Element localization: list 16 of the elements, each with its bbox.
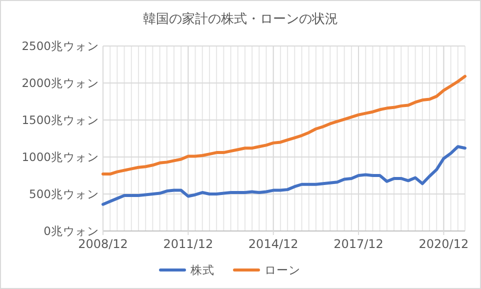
y-tick-label: 0兆ウォン	[44, 224, 99, 238]
y-tick-label: 2500兆ウォン	[22, 39, 99, 53]
x-tick-label: 2008/12	[78, 237, 128, 251]
legend-label: 株式	[190, 263, 214, 277]
y-tick-label: 1000兆ウォン	[22, 150, 99, 164]
x-tick-label: 2017/12	[334, 237, 384, 251]
line-series	[102, 74, 466, 176]
x-tick-label: 2020/12	[418, 237, 469, 251]
line-series	[102, 145, 466, 206]
y-tick-label: 500兆ウォン	[29, 187, 99, 201]
y-tick-label: 1500兆ウォン	[22, 113, 99, 127]
legend-label: ローン	[264, 263, 300, 277]
chart-title: 韓国の家計の株式・ローンの状況	[143, 11, 338, 27]
x-tick-label: 2011/12	[163, 237, 214, 251]
x-tick-label: 2014/12	[248, 237, 298, 251]
y-tick-label: 2000兆ウォン	[22, 76, 99, 90]
